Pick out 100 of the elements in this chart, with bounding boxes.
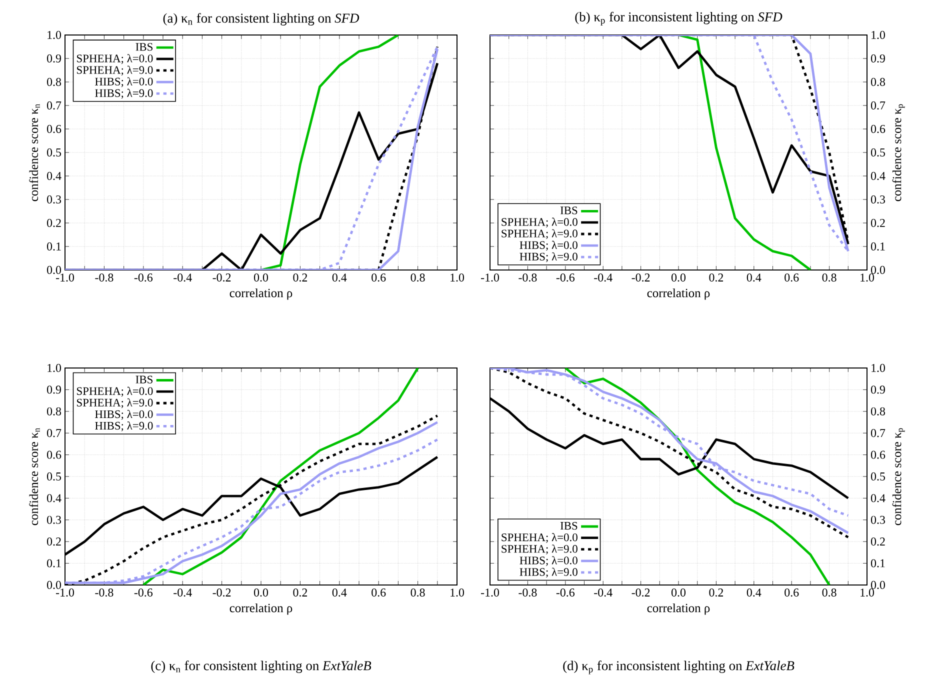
y-tick-label: 0.3 [47,516,62,524]
legend-label: IBS [136,376,152,384]
legend-label: HIBS; λ=0.0 [520,556,578,566]
x-tick-label: 0.0 [671,274,686,282]
y-tick-label: 0.1 [870,559,885,568]
y-tick-label: 0.5 [47,472,62,481]
y-tick-label: 0.0 [870,266,886,274]
x-tick-label: -1.0 [480,588,500,597]
x-axis-title: correlation ρ [647,288,710,300]
x-tick-label: -0.4 [174,588,192,597]
legend-label: HIBS; λ=0.0 [95,77,153,88]
y-axis-title: confidence score κ$_{n}$ [29,428,40,526]
x-tick-label: -1.0 [56,588,74,597]
y-tick-label: 0.4 [47,172,62,180]
x-tick-label: -0.6 [134,274,153,282]
text: (d) κ$_{p}$ for inconsistent lighting on ExtYaleB [563,660,794,674]
line-series [677,34,812,270]
x-tick-label: -0.4 [594,588,612,597]
y-tick-label: 0.3 [47,195,62,204]
legend-label: SPHEHA; λ=0.0 [502,533,578,543]
y-tick-label: 0.7 [47,429,62,438]
y-tick-label: 0.3 [870,516,886,524]
x-tick-label: 1.0 [450,274,464,282]
y-tick-label: 0.7 [870,101,886,110]
x-tick-label: -0.8 [95,588,114,597]
x-tick-label: 0.8 [822,274,836,282]
x-axis-title: correlation ρ [647,603,710,615]
x-tick-label: 1.0 [860,274,874,282]
x-tick-label: 0.2 [293,588,308,597]
x-tick-label: -0.4 [174,274,192,282]
y-tick-label: 1.0 [872,364,886,372]
x-tick-label: -0.8 [518,274,537,282]
x-tick-label: 0.2 [293,274,308,282]
legend-label: SPHEHA; λ=9.0 [77,398,153,408]
x-tick-label: 0.8 [822,588,836,597]
x-tick-label: -0.2 [632,588,650,597]
legend-label: IBS [136,43,152,51]
y-tick-label: 0.1 [47,242,61,251]
line-series [260,34,400,270]
legend-label: IBS [560,522,578,530]
x-tick-label: -0.6 [556,588,575,597]
chart-title: (a) κ$_{n}$ for consistent lighting on SFD [163,13,360,26]
x-tick-label: -0.2 [632,274,650,282]
y-tick-label: 0.6 [47,124,62,134]
y-tick-label: 1.0 [48,364,62,372]
legend-label: HIBS; λ=9.0 [520,568,578,578]
y-tick-label: 0.1 [47,559,61,568]
x-tick-label: -0.4 [594,274,612,282]
x-tick-label: 0.0 [671,588,686,597]
y-tick-label: 0.5 [47,148,62,157]
y-tick-label: 0.0 [870,580,886,590]
x-tick-label: -0.2 [212,588,231,597]
legend-label: SPHEHA; λ=9.0 [502,544,578,554]
legend-label: SPHEHA; λ=0.0 [77,54,153,64]
x-tick-label: 0.2 [709,588,724,597]
y-tick-label: 0.1 [870,242,885,251]
x-tick-label: 0.6 [784,588,799,597]
legend-label: SPHEHA; λ=0.0 [77,386,153,397]
x-tick-label: 0.8 [410,588,425,597]
x-tick-label: 0.6 [372,588,386,597]
legend-label: HIBS; λ=9.0 [520,252,578,262]
x-tick-label: 0.2 [709,274,724,282]
y-tick-label: 0.8 [47,407,62,416]
x-tick-label: 0.0 [254,588,268,597]
x-tick-label: 0.4 [746,588,762,597]
legend-label: SPHEHA; λ=0.0 [502,218,578,228]
x-tick-label: 1.0 [860,588,874,597]
y-tick-label: 0.4 [870,494,886,502]
y-tick-label: 0.3 [870,195,886,204]
y-tick-label: 0.0 [47,580,62,590]
text: (c) κ$_{n}$ for consistent lighting on ExtYaleB [151,660,372,674]
y-tick-label: 0.8 [47,78,62,86]
x-tick-label: 0.8 [410,274,425,282]
legend-label: SPHEHA; λ=9.0 [502,229,578,240]
y-tick-label: 0.6 [870,450,886,459]
x-tick-label: -1.0 [56,274,74,282]
y-tick-label: 0.6 [870,124,886,134]
y-tick-label: 0.2 [47,538,61,546]
legend-label: IBS [560,206,578,214]
y-tick-label: 1.0 [48,30,62,40]
x-tick-label: 0.6 [372,274,386,282]
x-tick-label: -0.8 [95,274,114,282]
y-tick-label: 0.6 [47,450,62,459]
y-tick-label: 0.5 [870,472,886,481]
y-tick-label: 0.2 [870,538,885,546]
legend-label: HIBS; λ=9.0 [95,88,153,99]
x-tick-label: 0.0 [254,274,268,282]
x-tick-label: 0.6 [784,274,799,282]
y-tick-label: 0.9 [870,386,885,394]
y-tick-label: 0.9 [47,54,61,63]
y-tick-label: 0.5 [870,148,886,157]
y-axis-title: confidence score κ$_{p}$ [892,428,905,526]
y-tick-label: 1.0 [872,30,886,40]
y-tick-label: 0.2 [870,218,885,228]
legend-label: HIBS; λ=9.0 [95,421,153,432]
y-tick-label: 0.9 [870,54,885,63]
x-tick-label: 0.4 [332,588,347,597]
y-tick-label: 0.2 [47,218,61,228]
x-tick-label: 0.4 [746,274,762,282]
y-tick-label: 0.7 [870,429,886,438]
